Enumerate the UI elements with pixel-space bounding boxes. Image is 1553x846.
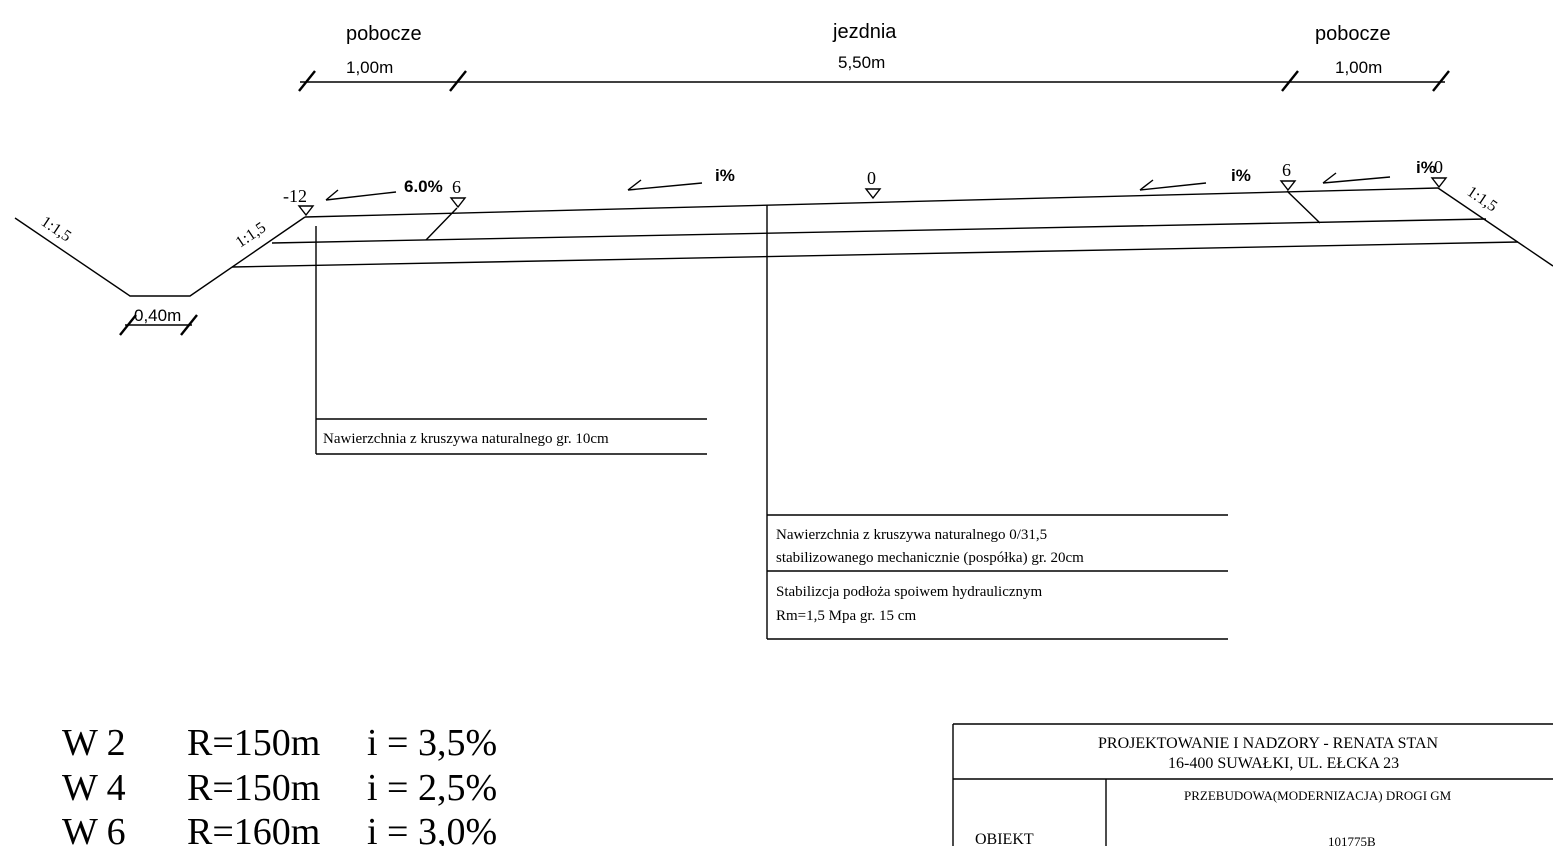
dimension-tick [180, 314, 198, 336]
axis-elevation: 0 [867, 168, 876, 188]
right-shoulder-label: pobocze [1315, 23, 1391, 45]
road-surface-note-line1: Nawierzchnia z kruszywa naturalnego 0/31… [776, 527, 1047, 543]
left-shoulder-elevation: 6 [452, 177, 461, 197]
curve-grade: i = 2,5% [367, 767, 497, 809]
dimension-tick [298, 70, 316, 92]
left-shoulder-width: 1,00m [346, 58, 393, 77]
slope-arrow-icon [1322, 172, 1337, 184]
dimension-tick [1281, 70, 1299, 92]
curve-id: W 2 [62, 722, 126, 764]
object-label: OBIEKT [975, 831, 1034, 846]
elevation-marker-icon [1279, 180, 1297, 192]
outer-left-slope-label: 1:1,5 [38, 213, 74, 245]
right-lane-grade: i% [1231, 166, 1251, 185]
subgrade-note-line2: Rm=1,5 Mpa gr. 15 cm [776, 608, 916, 624]
left-edge-elevation: -12 [283, 186, 307, 206]
right-slope-label: 1:1,5 [1464, 183, 1500, 215]
subgrade-note-line1: Stabilizcja podłoża spoiwem hydrauliczny… [776, 584, 1043, 600]
right-edge-elevation: 0 [1434, 157, 1443, 177]
left-lane-grade: i% [715, 166, 735, 185]
company-address: 16-400 SUWAŁKI, UL. EŁCKA 23 [1168, 755, 1399, 772]
carriageway-label: jezdnia [832, 21, 897, 43]
left-shoulder-edge-line [425, 207, 458, 241]
curve-radius: R=150m [187, 767, 320, 809]
elevation-marker-icon [297, 205, 315, 217]
slope-arrow-icon [1322, 176, 1391, 184]
slope-arrow-icon [1139, 182, 1207, 191]
inner-left-slope-label: 1:1,5 [233, 219, 269, 251]
slope-arrow-icon [325, 189, 339, 201]
slope-arrow-icon [627, 179, 642, 191]
curve-grade: i = 3,0% [367, 811, 497, 846]
object-number: 101775B [1328, 834, 1376, 846]
left-shoulder-label: pobocze [346, 23, 422, 45]
curve-id: W 4 [62, 767, 126, 809]
curve-radius: R=150m [187, 722, 320, 764]
base-layer-line [271, 218, 1487, 244]
company-name: PROJEKTOWANIE I NADZORY - RENATA STAN [1098, 735, 1439, 752]
slope-arrow-icon [627, 182, 703, 191]
road-surface-note-line2: stabilizowanego mechanicznie (pospółka) … [776, 550, 1084, 566]
slope-arrow-icon [325, 191, 397, 201]
slope-arrow-icon [1139, 179, 1154, 191]
elevation-marker-icon [1430, 177, 1448, 189]
subgrade-line [231, 241, 1519, 268]
dimension-tick [1432, 70, 1450, 92]
ditch-width-label: 0,40m [134, 306, 181, 325]
dimension-tick [119, 314, 137, 336]
ditch-and-slope-outline [14, 216, 306, 297]
road-surface-line [304, 187, 1439, 218]
dimension-tick [449, 70, 467, 92]
right-shoulder-grade: i% [1416, 158, 1436, 177]
left-shoulder-grade: 6.0% [404, 177, 443, 196]
curve-grade: i = 3,5% [367, 722, 497, 764]
object-value: PRZEBUDOWA(MODERNIZACJA) DROGI GM [1184, 788, 1452, 803]
carriageway-width: 5,50m [838, 53, 885, 72]
elevation-marker-icon [864, 188, 882, 200]
elevation-marker-icon [449, 197, 467, 209]
right-slope-line [1437, 187, 1553, 267]
curve-id: W 6 [62, 811, 126, 846]
right-shoulder-elevation: 6 [1282, 160, 1291, 180]
curve-radius: R=160m [187, 811, 320, 846]
shoulder-surface-note: Nawierzchnia z kruszywa naturalnego gr. … [323, 431, 609, 447]
right-shoulder-width: 1,00m [1335, 58, 1382, 77]
right-shoulder-edge-line [1286, 190, 1321, 224]
